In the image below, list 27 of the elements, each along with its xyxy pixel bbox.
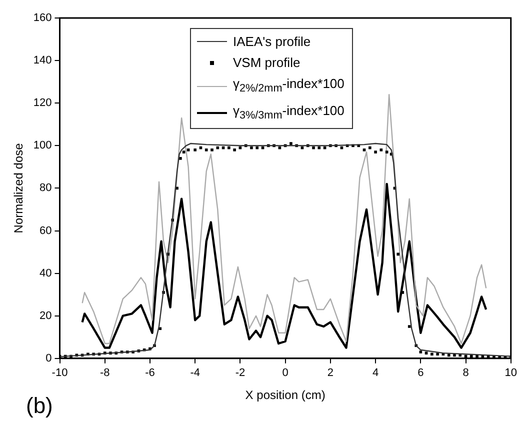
x-tick-label: -4 — [190, 367, 200, 380]
x-tick-label: 8 — [462, 367, 469, 380]
y-tick-label: 0 — [46, 352, 52, 364]
x-tick-label: 10 — [504, 367, 518, 380]
x-tick-label: -6 — [145, 367, 155, 380]
y-tick-label: 120 — [33, 97, 52, 110]
legend-label: VSM profile — [233, 54, 300, 72]
x-tick-label: 0 — [282, 367, 288, 380]
y-axis-title: Normalized dose — [12, 142, 26, 234]
legend-label: IAEA's profile — [233, 33, 311, 51]
x-tick-label: 6 — [418, 367, 424, 380]
text: (b) — [26, 393, 53, 419]
x-axis-title: X position (cm) — [245, 388, 326, 402]
x-tick-label: -2 — [235, 367, 246, 380]
x-tick-label: -10 — [52, 367, 68, 380]
y-tick-label: 100 — [33, 140, 52, 152]
y-tick-label: 160 — [33, 12, 52, 24]
y-tick-label: 60 — [40, 224, 52, 237]
x-tick-label: 4 — [372, 367, 379, 380]
x-tick-label: 2 — [327, 367, 334, 380]
x-tick-label: -8 — [100, 367, 110, 380]
y-tick-label: 20 — [40, 310, 52, 322]
legend-label: γ$_{3%/3mm}$-index*100 — [233, 102, 344, 124]
y-tick-label: 40 — [40, 267, 52, 280]
legend-label: γ$_{2%/2mm}$-index*100 — [233, 75, 344, 97]
y-tick-label: 80 — [40, 182, 52, 194]
y-tick-label: 140 — [33, 54, 52, 67]
